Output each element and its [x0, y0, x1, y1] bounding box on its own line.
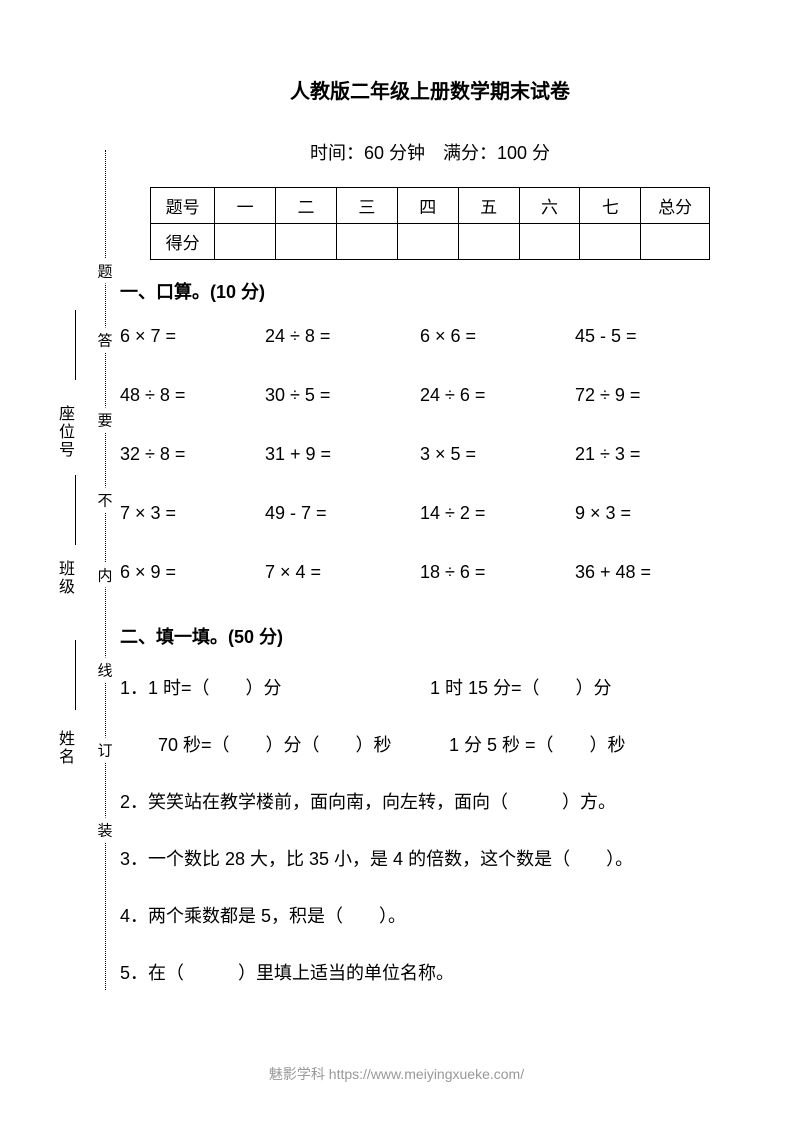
table-cell-label: 题号 [151, 188, 215, 224]
table-cell: 五 [458, 188, 519, 224]
calc-item: 6 × 9 = [120, 562, 265, 583]
exam-title: 人教版二年级上册数学期末试卷 [120, 75, 740, 104]
table-cell-empty [397, 224, 458, 260]
question-1b: 1 时 15 分=（ ）分 [430, 675, 740, 702]
question-5: 5．在（ ）里填上适当的单位名称。 [120, 960, 740, 987]
calc-item: 32 ÷ 8 = [120, 444, 265, 465]
exam-subtitle: 时间：60 分钟 满分：100 分 [120, 139, 740, 165]
section-1-heading: 一、口算。(10 分) [120, 278, 740, 304]
table-cell-empty [336, 224, 397, 260]
calc-item: 36 + 48 = [575, 562, 705, 583]
question-2: 2．笑笑站在教学楼前，面向南，向左转，面向（ ）方。 [120, 789, 740, 816]
side-label-seat: 座位号 [52, 405, 76, 459]
question-4: 4．两个乘数都是 5，积是（ ）。 [120, 903, 740, 930]
table-cell: 一 [215, 188, 276, 224]
binding-char: 订 [97, 738, 112, 763]
binding-char: 装 [97, 818, 112, 843]
calc-item: 24 ÷ 8 = [265, 326, 420, 347]
page-footer: 魅影学科 https://www.meiyingxueke.com/ [0, 1064, 793, 1084]
question-1c: 70 秒=（ ）分（ ）秒 [158, 732, 449, 759]
question-3: 3．一个数比 28 大，比 35 小，是 4 的倍数，这个数是（ ）。 [120, 846, 740, 873]
calc-item: 21 ÷ 3 = [575, 444, 705, 465]
side-label-class: 班级 [52, 560, 76, 596]
binding-char: 线 [97, 658, 112, 683]
calc-item: 24 ÷ 6 = [420, 385, 575, 406]
table-cell-empty [641, 224, 710, 260]
side-label-name: 姓名 [52, 730, 76, 766]
table-cell: 四 [397, 188, 458, 224]
table-cell-label: 得分 [151, 224, 215, 260]
calc-item: 14 ÷ 2 = [420, 503, 575, 524]
calc-item: 48 ÷ 8 = [120, 385, 265, 406]
calc-item: 7 × 4 = [265, 562, 420, 583]
fill-questions: 1．1 时=（ ）分 1 时 15 分=（ ）分 70 秒=（ ）分（ ）秒 1… [120, 675, 740, 987]
table-cell: 六 [519, 188, 580, 224]
question-1d: 1 分 5 秒 =（ ）秒 [449, 732, 740, 759]
table-cell-empty [519, 224, 580, 260]
calc-item: 7 × 3 = [120, 503, 265, 524]
calc-item: 30 ÷ 5 = [265, 385, 420, 406]
binding-char: 题 [97, 259, 112, 284]
binding-char: 答 [97, 328, 112, 353]
table-cell-total: 总分 [641, 188, 710, 224]
section-2-heading: 二、填一填。(50 分) [120, 623, 740, 649]
calc-item: 6 × 6 = [420, 326, 575, 347]
calc-item: 45 - 5 = [575, 326, 705, 347]
question-1a: 1．1 时=（ ）分 [120, 675, 430, 702]
calc-item: 9 × 3 = [575, 503, 705, 524]
side-blank-line [75, 475, 76, 545]
table-cell-empty [458, 224, 519, 260]
calc-item: 49 - 7 = [265, 503, 420, 524]
side-blank-line [75, 640, 76, 710]
binding-char: 不 [97, 488, 112, 513]
table-cell-empty [215, 224, 276, 260]
table-cell: 七 [580, 188, 641, 224]
calc-item: 18 ÷ 6 = [420, 562, 575, 583]
side-blank-line [75, 310, 76, 380]
calc-item: 6 × 7 = [120, 326, 265, 347]
calc-item: 72 ÷ 9 = [575, 385, 705, 406]
table-cell: 三 [336, 188, 397, 224]
table-cell-empty [276, 224, 337, 260]
score-table: 题号 一 二 三 四 五 六 七 总分 得分 [150, 187, 710, 260]
calc-item: 31 + 9 = [265, 444, 420, 465]
table-cell: 二 [276, 188, 337, 224]
calc-item: 3 × 5 = [420, 444, 575, 465]
calculation-grid: 6 × 7 = 24 ÷ 8 = 6 × 6 = 45 - 5 = 48 ÷ 8… [120, 326, 740, 583]
binding-char: 内 [97, 563, 112, 588]
table-cell-empty [580, 224, 641, 260]
binding-char: 要 [97, 408, 112, 433]
